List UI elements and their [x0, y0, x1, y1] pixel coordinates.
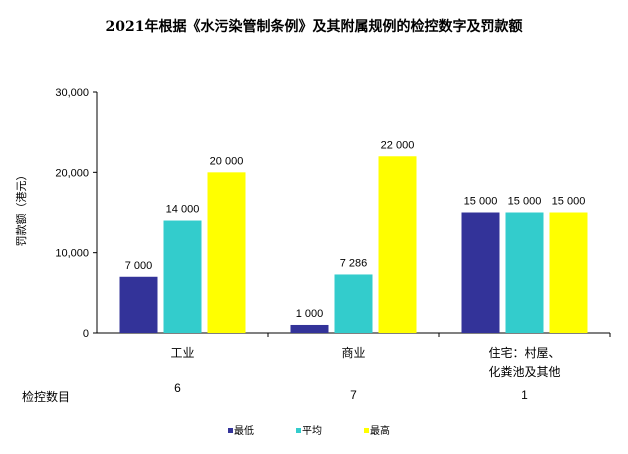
prosecution-count: 1	[521, 388, 528, 402]
prosecution-count: 6	[174, 381, 181, 395]
data-label: 15 000	[508, 196, 542, 208]
chart-title: 2021年根据《水污染管制条例》及其附属规例的检控数字及罚款额	[105, 19, 523, 35]
bar-最低	[290, 324, 329, 333]
bar-最高	[378, 156, 417, 333]
data-label: 14 000	[166, 204, 200, 216]
bar-最高	[549, 212, 588, 333]
legend-swatch	[296, 428, 301, 433]
prosecution-count: 7	[350, 388, 357, 402]
y-tick-label: 20,000	[55, 167, 89, 179]
legend-swatch	[364, 428, 369, 433]
legend-swatch	[228, 428, 233, 433]
bar-最低	[461, 212, 500, 333]
legend-label: 最高	[370, 424, 390, 437]
data-label: 1 000	[296, 308, 324, 320]
legend-label: 平均	[302, 425, 322, 437]
x-tick-label: 化粪池及其他	[488, 365, 560, 379]
data-label: 22 000	[381, 139, 415, 151]
prosecutions-label: 检控数目	[22, 390, 71, 404]
bar-平均	[334, 274, 373, 333]
bar-最低	[119, 276, 158, 333]
data-label: 20 000	[210, 155, 244, 167]
bar-平均	[163, 220, 202, 333]
bar-平均	[505, 212, 544, 333]
x-tick-label: 商业	[341, 345, 365, 360]
data-label: 15 000	[464, 196, 498, 208]
y-axis-label: 罚款额（港元）	[16, 169, 28, 247]
data-label: 7 286	[340, 257, 368, 269]
x-tick-label: 住宅：村屋、	[488, 345, 560, 360]
y-tick-label: 30,000	[55, 87, 89, 99]
x-tick-label: 工业	[170, 346, 194, 360]
data-label: 7 000	[125, 260, 153, 272]
bar-最高	[207, 172, 246, 333]
legend-label: 最低	[234, 424, 254, 437]
data-label: 15 000	[552, 196, 586, 208]
y-tick-label: 10,000	[55, 248, 89, 260]
y-tick-label: 0	[83, 328, 89, 340]
